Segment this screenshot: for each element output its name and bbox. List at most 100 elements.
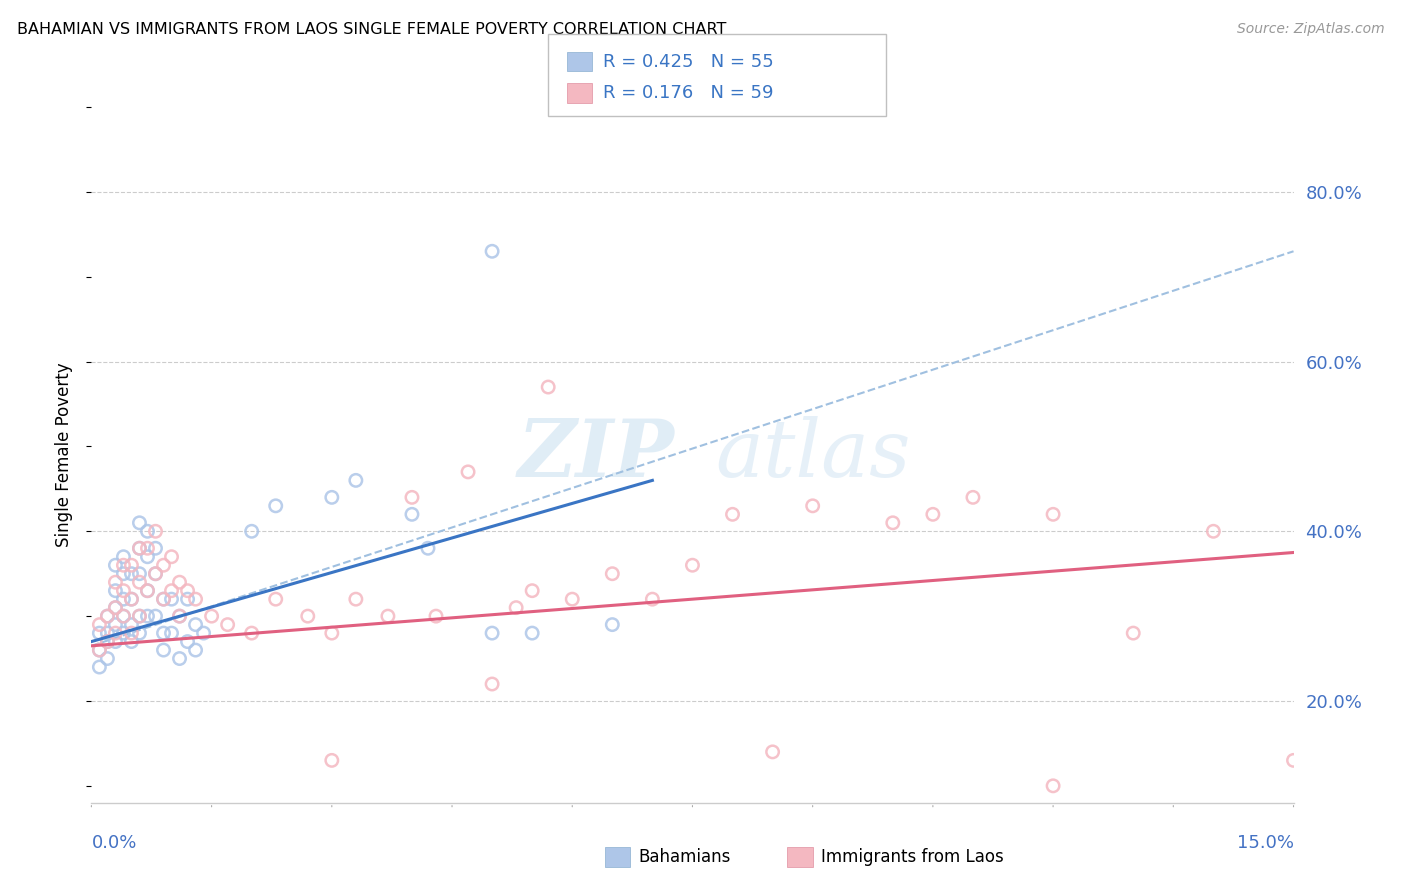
Point [537,380,560,394]
Point [96,626,118,640]
Point [297,609,319,624]
Point [240,524,263,539]
Point [681,558,703,573]
Text: Source: ZipAtlas.com: Source: ZipAtlas.com [1237,22,1385,37]
Point [169,575,191,590]
Point [522,583,544,598]
Point [1042,508,1064,522]
Point [425,609,447,624]
Point [457,465,479,479]
Point [104,617,127,632]
Point [152,592,174,607]
Point [176,583,198,598]
Point [561,592,583,607]
Point [89,626,111,640]
Point [184,592,207,607]
Point [136,609,159,624]
Point [136,583,159,598]
Point [169,609,191,624]
Point [128,609,150,624]
Point [762,745,785,759]
Point [121,634,143,648]
Point [401,508,423,522]
Point [160,583,183,598]
Point [128,575,150,590]
Point [344,592,367,607]
Point [321,753,343,767]
Point [505,600,527,615]
Point [104,634,127,648]
Point [112,583,135,598]
Point [128,609,150,624]
Point [217,617,239,632]
Point [136,541,159,556]
Point [882,516,904,530]
Text: 0.0%: 0.0% [91,834,136,852]
Point [104,575,127,590]
Point [96,609,118,624]
Point [89,643,111,657]
Point [201,609,224,624]
Point [128,626,150,640]
Point [1202,524,1225,539]
Point [801,499,824,513]
Point [152,643,174,657]
Point [112,609,135,624]
Point [112,558,135,573]
Point [128,541,150,556]
Point [128,566,150,581]
Point [121,617,143,632]
Point [321,491,343,505]
Point [721,508,744,522]
Point [1282,753,1305,767]
Point [104,583,127,598]
Point [240,626,263,640]
Point [176,592,198,607]
Point [377,609,399,624]
Point [121,592,143,607]
Point [962,491,984,505]
Point [922,508,945,522]
Point [136,549,159,564]
Point [602,617,624,632]
Point [481,677,503,691]
Point [264,592,287,607]
Point [193,626,215,640]
Point [321,626,343,640]
Point [602,566,624,581]
Point [145,566,167,581]
Point [89,617,111,632]
Point [152,626,174,640]
Point [89,643,111,657]
Point [128,541,150,556]
Point [184,617,207,632]
Point [401,491,423,505]
Point [1122,626,1144,640]
Point [112,626,135,640]
Point [169,609,191,624]
Point [160,626,183,640]
Point [641,592,664,607]
Point [96,634,118,648]
Point [176,634,198,648]
Point [96,634,118,648]
Point [184,643,207,657]
Point [145,541,167,556]
Point [152,558,174,573]
Point [104,600,127,615]
Point [152,592,174,607]
Text: atlas: atlas [716,417,910,493]
Point [96,651,118,665]
Point [145,609,167,624]
Text: Bahamians: Bahamians [638,848,731,866]
Point [169,651,191,665]
Point [481,244,503,259]
Point [121,626,143,640]
Point [136,524,159,539]
Point [104,626,127,640]
Text: 15.0%: 15.0% [1236,834,1294,852]
Point [145,524,167,539]
Point [1042,779,1064,793]
Point [89,660,111,674]
Point [481,626,503,640]
